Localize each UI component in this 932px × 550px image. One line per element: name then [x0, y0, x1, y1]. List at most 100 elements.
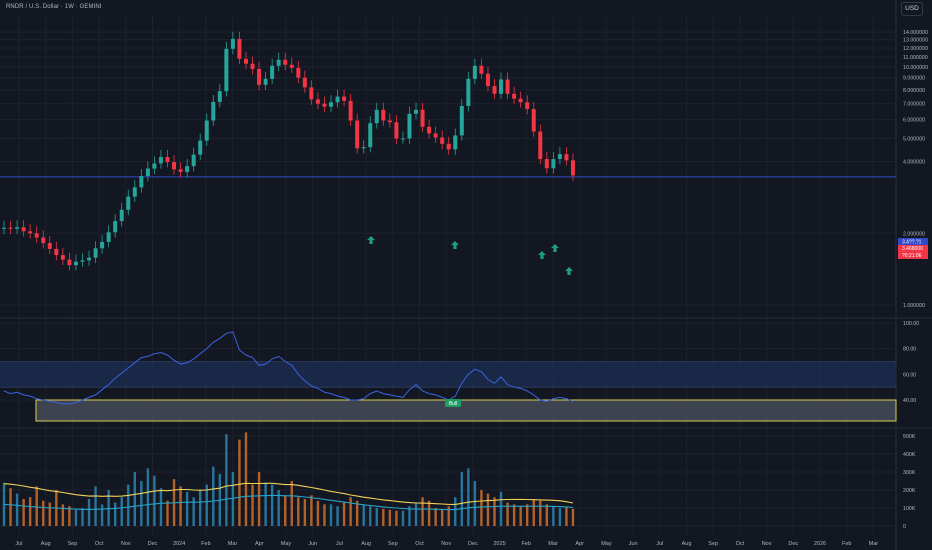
- volume-bar: [440, 509, 444, 526]
- candle-body: [289, 64, 294, 68]
- volume-bar: [179, 486, 182, 526]
- time-tick-label: Dec: [468, 541, 478, 547]
- candle-body: [570, 160, 575, 176]
- volume-bar: [238, 439, 241, 526]
- candle-body: [93, 248, 98, 258]
- price-tag-label: ?0:21:06: [902, 253, 922, 259]
- candle-body: [106, 232, 111, 242]
- volume-bar: [205, 484, 208, 526]
- candle-body: [302, 77, 307, 88]
- volume-bar: [532, 499, 535, 526]
- volume-bar: [251, 484, 254, 526]
- candle-body: [152, 163, 157, 169]
- candle-body: [322, 103, 327, 107]
- price-tag-label: 3.4??.?1: [902, 240, 922, 246]
- time-tick-label: Feb: [842, 541, 851, 547]
- volume-bar: [316, 500, 320, 526]
- volume-bar: [244, 432, 248, 526]
- volume-bar: [68, 506, 71, 526]
- volume-bar: [388, 509, 392, 526]
- volume-bar: [15, 493, 19, 526]
- rsi-tick-label: 100.00: [903, 321, 919, 327]
- buy-arrow-icon: [565, 267, 573, 275]
- candle-body: [172, 162, 177, 170]
- candle-body: [551, 159, 556, 169]
- volume-bar: [512, 504, 516, 526]
- volume-tick-label: 100K: [903, 506, 916, 512]
- time-tick-label: 2026: [814, 541, 826, 547]
- volume-bar: [113, 502, 117, 526]
- volume-bar: [257, 472, 261, 526]
- candle-body: [355, 120, 360, 149]
- volume-bar: [297, 497, 300, 526]
- candle-body: [230, 38, 235, 49]
- volume-ma-fast: [3, 494, 574, 511]
- time-tick-label: Oct: [415, 541, 424, 547]
- time-tick-label: Jun: [308, 541, 317, 547]
- buy-arrow-icon: [538, 251, 546, 259]
- time-tick-label: Sep: [708, 541, 718, 547]
- bull-label-text: Bull: [449, 401, 457, 407]
- candle-body: [518, 98, 523, 103]
- time-tick-label: Nov: [441, 541, 451, 547]
- volume-bar: [185, 491, 189, 526]
- price-tick-label: 9.000000: [903, 76, 925, 82]
- price-axis[interactable]: 14.000000 13.000000 12.000000 11.000000 10.0…: [903, 30, 928, 309]
- rsi-tick-label: 80.00: [903, 347, 916, 353]
- volume-bar: [342, 502, 346, 526]
- volume-bar: [270, 484, 274, 526]
- volume-tick-label: 500K: [903, 434, 916, 440]
- support-tag-bg: [898, 238, 928, 245]
- candle-body: [538, 131, 543, 160]
- volume-bar: [199, 490, 202, 526]
- volume-bar: [336, 506, 339, 526]
- rsi-axis: 100.00 80.00 60.00 40.00: [903, 321, 919, 404]
- candle-body: [564, 154, 569, 161]
- candle-body: [237, 38, 242, 59]
- volume-bar: [565, 507, 568, 526]
- time-tick-label: Mar: [548, 541, 558, 547]
- candle-body: [87, 257, 92, 261]
- candle-body: [453, 135, 458, 150]
- candle-body: [178, 169, 183, 172]
- volume-bar: [467, 468, 470, 526]
- volume-bar: [87, 499, 91, 526]
- volume-bar: [493, 497, 496, 526]
- symbol-title[interactable]: RNDR / U.S. Dollar · 1W · GEMINI: [6, 4, 102, 10]
- rsi-band: [0, 361, 896, 388]
- candle-body: [21, 227, 26, 232]
- volume-bar: [499, 491, 503, 526]
- time-tick-label: Apr: [255, 541, 264, 547]
- price-tick-label: 6.000000: [903, 118, 925, 124]
- candle-body: [394, 122, 399, 139]
- volume-bar: [355, 500, 359, 526]
- time-tick-label: Feb: [201, 541, 210, 547]
- time-tick-label: Apr: [575, 541, 584, 547]
- time-tick-label: 2025: [493, 541, 505, 547]
- volume-bar: [107, 490, 110, 526]
- volume-bar: [382, 508, 385, 526]
- candle-body: [145, 168, 150, 176]
- volume-bar: [480, 490, 483, 526]
- candle-body: [381, 109, 386, 121]
- volume-bar: [408, 506, 411, 526]
- candle-body: [414, 109, 419, 114]
- time-tick-label: Aug: [361, 541, 371, 547]
- price-tick-label: 14.000000: [903, 30, 928, 36]
- time-axis[interactable]: Jul Aug Sep Oct Nov Dec 2024 Feb Mar Apr May Jun Jul…: [15, 541, 878, 547]
- price-tags: 3.4??.?13.468000?0:21:06: [898, 238, 928, 259]
- volume-ma-slow: [3, 482, 574, 505]
- currency-button[interactable]: USD: [901, 2, 923, 16]
- price-tick-label: 7.000000: [903, 102, 925, 108]
- candle-body: [420, 109, 425, 127]
- candle-body: [512, 93, 517, 99]
- volume-bar: [362, 504, 365, 526]
- buy-arrow-icon: [551, 244, 559, 252]
- candle-body: [348, 100, 353, 121]
- volume-tick-label: 300K: [903, 470, 916, 476]
- volume-bar: [127, 484, 130, 526]
- bull-label: Bull: [445, 399, 461, 407]
- volume-bar: [28, 497, 32, 526]
- volume-bar: [414, 502, 418, 526]
